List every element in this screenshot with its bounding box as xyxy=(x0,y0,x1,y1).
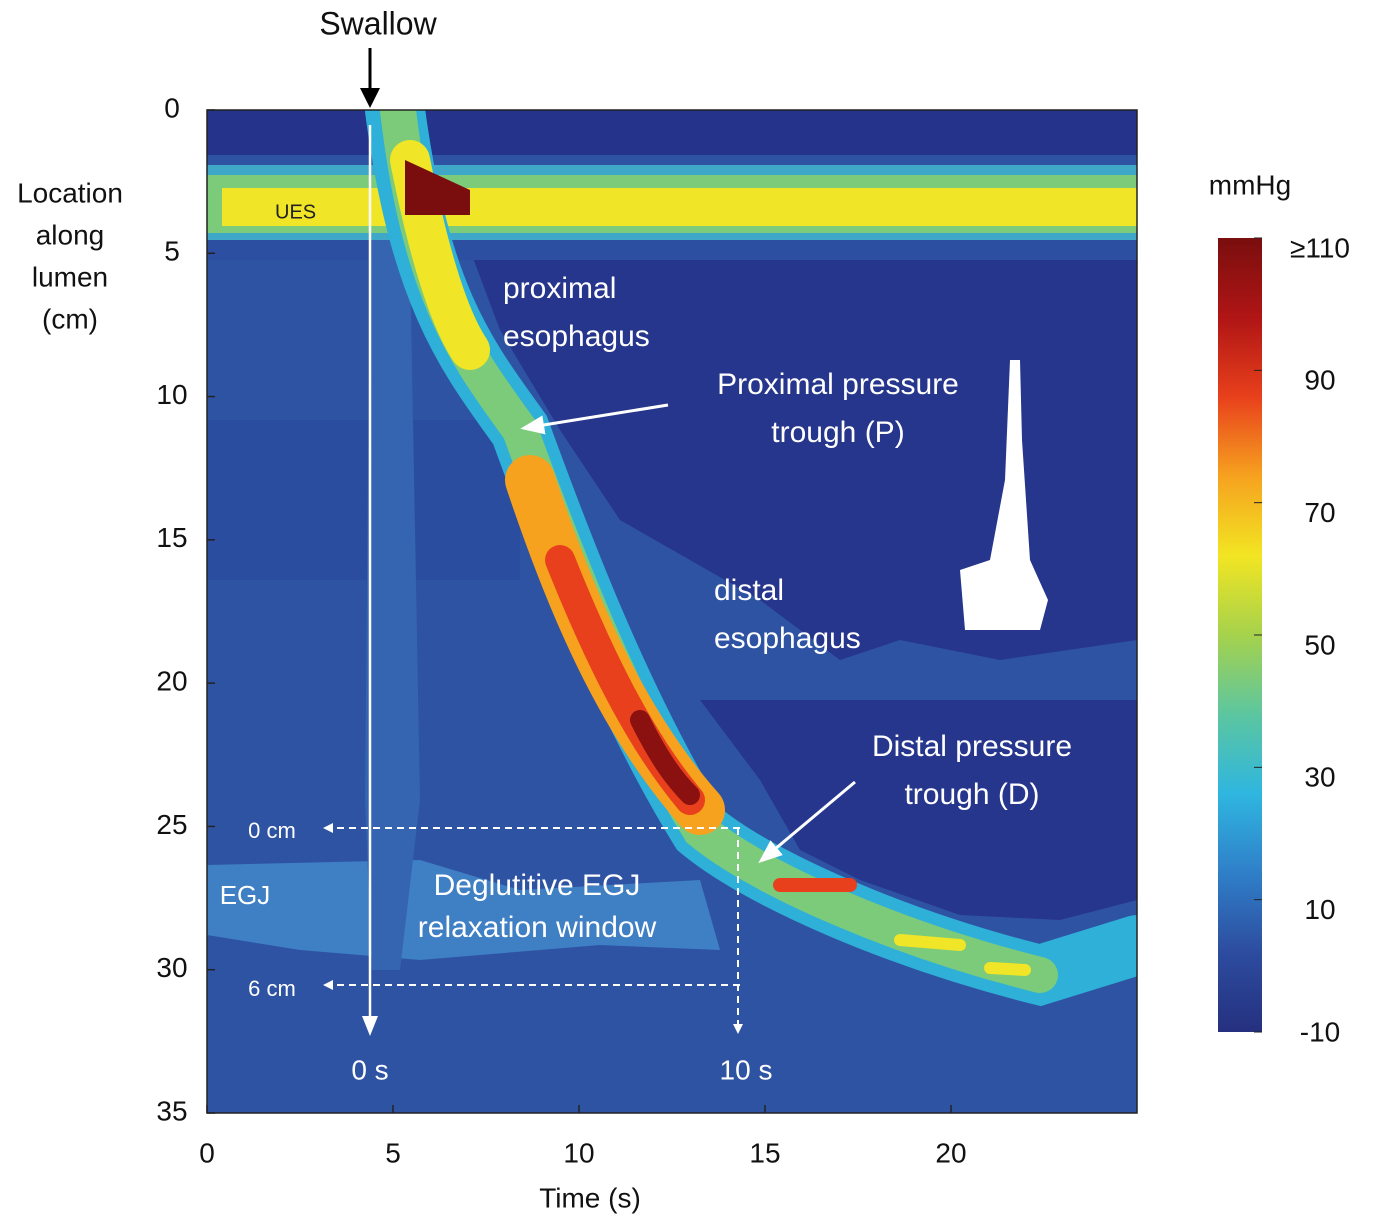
proximal-trough-label: Proximal pressure xyxy=(717,368,959,401)
zero-s-label: 0 s xyxy=(351,1054,388,1085)
x-tick-label: 5 xyxy=(385,1137,401,1168)
distal-trough-label: Distal pressure xyxy=(872,730,1072,763)
distal-trough-label: trough (D) xyxy=(904,778,1039,811)
relaxation-window-label: relaxation window xyxy=(418,911,657,944)
proximal-trough-label: trough (P) xyxy=(771,416,904,449)
y-tick-label: 15 xyxy=(156,522,187,553)
colorbar-tick-label: -10 xyxy=(1300,1016,1340,1047)
relaxation-window-label: Deglutitive EGJ xyxy=(434,869,641,902)
swallow-label: Swallow xyxy=(319,5,437,41)
pressure-map xyxy=(207,110,1137,1113)
y-tick-label: 20 xyxy=(156,666,187,697)
x-tick-label: 20 xyxy=(935,1137,966,1168)
colorbar-tick-label: 70 xyxy=(1304,497,1335,528)
x-tick-label: 10 xyxy=(563,1137,594,1168)
y-axis-label: lumen xyxy=(32,261,108,292)
plot-frame xyxy=(206,109,1138,1114)
overlays xyxy=(323,48,856,1036)
x-axis-label: Time (s) xyxy=(539,1182,641,1213)
colorbar-tick-label: 90 xyxy=(1304,365,1335,396)
distal-esophagus-label: distal xyxy=(714,574,784,607)
colorbar-label: mmHg xyxy=(1209,169,1291,200)
colorbar-tick-label: 30 xyxy=(1304,762,1335,793)
proximal-esophagus-label: proximal xyxy=(503,272,616,305)
y-axis-label: Location xyxy=(17,177,123,208)
proximal-esophagus-label: esophagus xyxy=(503,320,650,353)
y-tick-label: 5 xyxy=(164,236,180,267)
y-tick-label: 0 xyxy=(164,92,180,123)
x-tick-label: 15 xyxy=(749,1137,780,1168)
colorbar-tick-label: ≥110 xyxy=(1290,232,1350,263)
distal-esophagus-label: esophagus xyxy=(714,622,861,655)
ues-label: UES xyxy=(275,201,316,223)
colorbar-tick-label: 10 xyxy=(1304,894,1335,925)
six-cm-label: 6 cm xyxy=(248,976,296,1001)
y-tick-label: 10 xyxy=(156,379,187,410)
y-axis-label: along xyxy=(36,219,105,250)
y-axis-label: (cm) xyxy=(42,303,98,334)
colorbar-tick-label: 50 xyxy=(1304,629,1335,660)
x-tick-label: 0 xyxy=(199,1137,215,1168)
y-tick-label: 25 xyxy=(156,809,187,840)
ten-s-label: 10 s xyxy=(720,1054,773,1085)
y-tick-label: 30 xyxy=(156,952,187,983)
zero-cm-label: 0 cm xyxy=(248,818,296,843)
y-tick-label: 35 xyxy=(156,1095,187,1126)
egj-label: EGJ xyxy=(220,880,271,910)
